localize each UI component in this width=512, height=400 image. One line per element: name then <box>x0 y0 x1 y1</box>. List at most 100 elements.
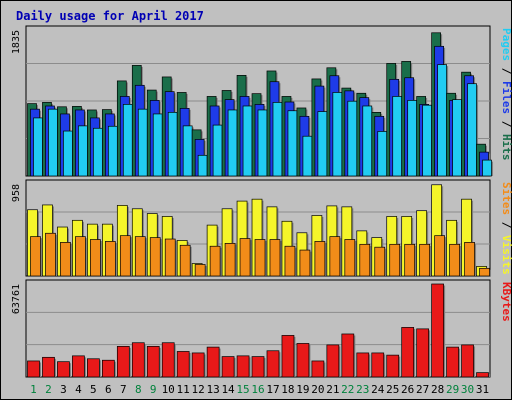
x-tick-label-30: 30 <box>461 383 474 396</box>
legend-kbytes: KBytes <box>500 282 512 322</box>
bar-kbytes-kbytes-day-18 <box>281 335 295 378</box>
bar-visits-sites-day-14 <box>224 242 236 277</box>
bar-kbytes-kbytes-day-20 <box>311 360 325 378</box>
x-tick-label-22: 22 <box>341 383 354 396</box>
bar-hits-pages-day-18 <box>287 110 298 177</box>
bar-visits-sites-day-8 <box>134 236 146 277</box>
chart-title: Daily usage for April 2017 <box>16 9 204 23</box>
legend-item-visits: Visits <box>500 235 512 275</box>
x-tick-label-11: 11 <box>177 383 190 396</box>
bar-kbytes-kbytes-day-26 <box>401 327 415 378</box>
bar-hits-pages-day-12 <box>197 154 208 177</box>
bar-visits-sites-day-7 <box>119 235 131 277</box>
bar-visits-sites-day-16 <box>254 239 266 277</box>
x-tick-label-28: 28 <box>431 383 444 396</box>
bar-hits-pages-day-17 <box>272 102 283 177</box>
bar-visits-sites-day-28 <box>434 235 445 277</box>
bar-visits-sites-day-4 <box>75 236 86 277</box>
x-tick-label-21: 21 <box>326 383 339 396</box>
x-tick-label-20: 20 <box>311 383 324 396</box>
y-max-label-hits: 1835 <box>11 30 22 54</box>
bar-kbytes-kbytes-day-10 <box>161 342 175 378</box>
bar-kbytes-kbytes-day-1 <box>27 360 40 378</box>
bar-hits-pages-day-31 <box>482 159 492 177</box>
bar-hits-pages-day-27 <box>422 104 433 177</box>
bar-kbytes-kbytes-day-9 <box>146 346 160 378</box>
bar-hits-pages-day-6 <box>107 125 118 177</box>
bar-visits-sites-day-21 <box>329 236 341 277</box>
bar-visits-sites-day-18 <box>284 245 296 277</box>
bar-hits-pages-day-5 <box>93 127 103 177</box>
bar-kbytes-kbytes-day-12 <box>191 352 205 378</box>
x-tick-label-31: 31 <box>476 383 489 396</box>
x-tick-label-13: 13 <box>206 383 219 396</box>
bar-hits-pages-day-11 <box>182 125 193 177</box>
bar-visits-sites-day-29 <box>449 243 460 277</box>
legend-item-hits: Hits <box>500 134 512 161</box>
bar-kbytes-kbytes-day-4 <box>72 355 85 378</box>
bar-kbytes-kbytes-day-23 <box>356 352 370 378</box>
bar-hits-pages-day-21 <box>332 92 343 177</box>
bar-hits-pages-day-22 <box>347 100 358 177</box>
x-tick-label-27: 27 <box>416 383 429 396</box>
bar-visits-sites-day-23 <box>359 243 371 277</box>
legend-visits: Sites / Visits <box>500 182 512 275</box>
x-tick-label-6: 6 <box>105 383 112 396</box>
bar-visits-sites-day-6 <box>104 241 116 277</box>
bar-kbytes-kbytes-day-14 <box>221 356 235 378</box>
bar-hits-pages-day-7 <box>122 104 133 177</box>
bar-hits-pages-day-9 <box>152 113 163 177</box>
legend-hits: Pages / Files / Hits <box>500 28 512 161</box>
legend-separator: / <box>500 215 512 235</box>
bar-hits-pages-day-3 <box>63 130 73 177</box>
bar-hits-pages-day-19 <box>302 135 313 177</box>
bar-visits-sites-day-20 <box>314 241 326 277</box>
bar-kbytes-kbytes-day-7 <box>116 346 130 378</box>
bar-hits-pages-day-23 <box>362 105 373 177</box>
bar-visits-sites-day-9 <box>149 237 161 277</box>
bar-kbytes-kbytes-day-11 <box>176 351 190 378</box>
bar-hits-pages-day-29 <box>452 99 462 177</box>
x-tick-label-10: 10 <box>162 383 175 396</box>
bar-hits-pages-day-2 <box>48 108 58 177</box>
bar-hits-pages-day-25 <box>392 96 403 177</box>
bar-kbytes-kbytes-day-30 <box>461 344 474 378</box>
x-tick-label-25: 25 <box>386 383 399 396</box>
bar-kbytes-kbytes-day-24 <box>371 352 385 378</box>
x-tick-label-17: 17 <box>266 383 279 396</box>
bar-kbytes-kbytes-day-15 <box>236 355 250 378</box>
bar-kbytes-kbytes-day-31 <box>476 372 489 378</box>
x-tick-label-14: 14 <box>221 383 235 396</box>
y-max-label-visits: 958 <box>11 184 22 202</box>
bar-visits-sites-day-2 <box>45 232 56 277</box>
x-tick-label-8: 8 <box>135 383 142 396</box>
legend-item-files: Files <box>500 81 512 114</box>
bar-visits-sites-day-1 <box>30 236 41 277</box>
bar-hits-pages-day-28 <box>437 64 447 177</box>
bar-visits-sites-day-30 <box>464 242 475 277</box>
bar-hits-pages-day-16 <box>257 109 268 177</box>
x-tick-label-5: 5 <box>90 383 97 396</box>
bar-hits-pages-day-24 <box>377 131 388 177</box>
bar-hits-pages-day-10 <box>167 111 178 177</box>
x-tick-label-3: 3 <box>60 383 67 396</box>
bar-kbytes-kbytes-day-5 <box>87 358 100 378</box>
x-tick-label-23: 23 <box>356 383 369 396</box>
x-tick-label-26: 26 <box>401 383 414 396</box>
x-tick-label-24: 24 <box>371 383 385 396</box>
x-tick-label-19: 19 <box>296 383 309 396</box>
bar-visits-sites-day-15 <box>239 238 251 277</box>
bar-kbytes-kbytes-day-22 <box>341 333 355 378</box>
bar-kbytes-kbytes-day-25 <box>386 354 400 378</box>
bar-visits-sites-day-24 <box>374 246 386 277</box>
bar-visits-sites-day-12 <box>194 264 206 277</box>
x-tick-label-12: 12 <box>192 383 205 396</box>
x-tick-label-16: 16 <box>251 383 264 396</box>
bar-visits-sites-day-13 <box>209 245 221 277</box>
bar-kbytes-kbytes-day-29 <box>446 346 459 378</box>
x-tick-label-18: 18 <box>281 383 294 396</box>
bar-kbytes-kbytes-day-21 <box>326 344 340 378</box>
bar-visits-sites-day-17 <box>269 239 281 277</box>
